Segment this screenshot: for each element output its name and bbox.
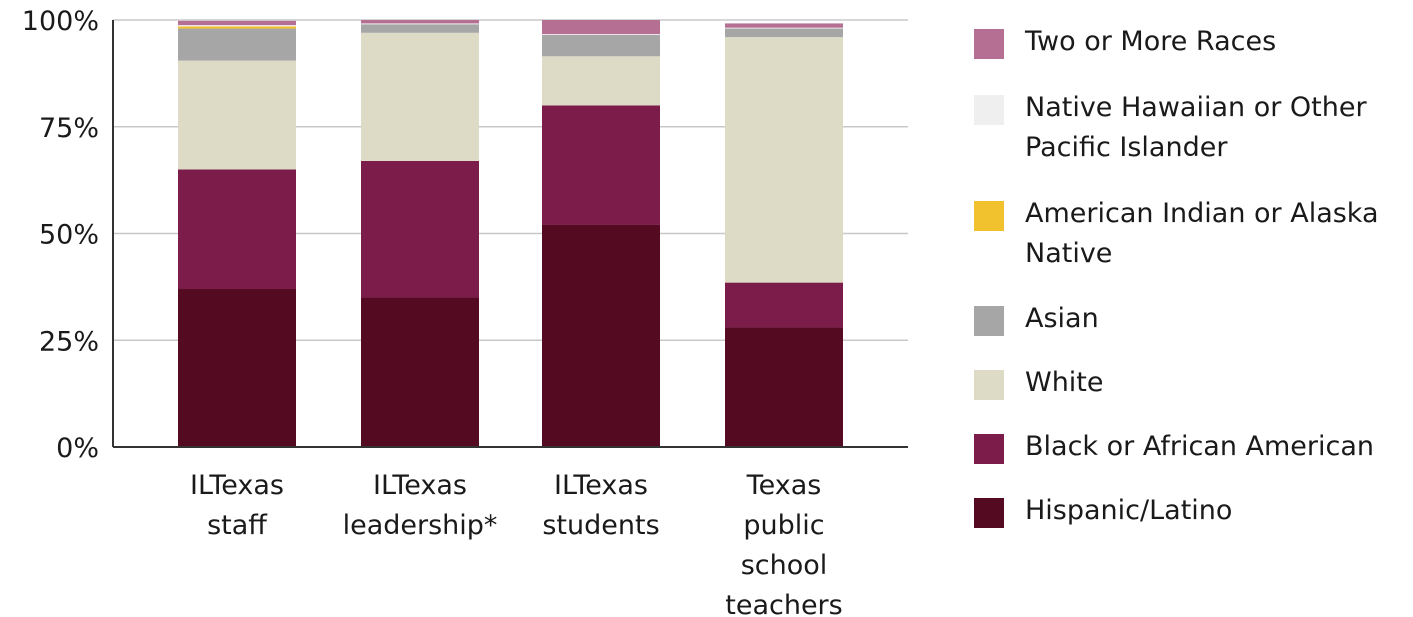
bar-segment-black-or-african-american: [361, 160, 479, 298]
legend-item: White: [974, 363, 1413, 403]
y-tick-label: 100%: [22, 6, 99, 37]
legend-label: Native Hawaiian or Other Pacific Islande…: [1025, 92, 1367, 163]
bar-segment-hispanic-latino: [178, 289, 296, 447]
bar-segment-native-hawaiian-or-other-pacific-islander: [542, 34, 660, 35]
legend-item: Two or More Races: [974, 22, 1413, 62]
bar-segment-white: [178, 60, 296, 170]
legend-swatch: [974, 434, 1004, 464]
bar-segment-hispanic-latino: [361, 297, 479, 447]
bar-segment-two-or-more-races: [725, 23, 843, 28]
legend-item: American Indian or Alaska Native: [974, 194, 1413, 274]
legend-label: White: [1025, 367, 1104, 398]
y-tick-labels: 0% 25% 50% 75% 100%: [22, 6, 99, 464]
legend-item: Native Hawaiian or Other Pacific Islande…: [974, 88, 1413, 168]
legend-item: Hispanic/Latino: [974, 491, 1413, 531]
bar-segment-white: [361, 32, 479, 161]
legend-swatch: [974, 370, 1004, 400]
legend-label: Black or African American: [1025, 431, 1375, 462]
bar-segment-black-or-african-american: [178, 169, 296, 290]
bar-segment-native-hawaiian-or-other-pacific-islander: [178, 25, 296, 27]
bar-stacks: [178, 20, 843, 447]
bar-segment-white: [542, 56, 660, 106]
x-tick-labels: ILTexas staff ILTexas leadership* ILTexas stu…: [190, 470, 843, 617]
legend-item: Asian: [974, 299, 1413, 339]
x-tick-label: ILTexas leadership*: [343, 470, 498, 541]
bar-segment-two-or-more-races: [361, 20, 479, 24]
bar-segment-hispanic-latino: [725, 327, 843, 447]
legend-label: American Indian or Alaska Native: [1025, 198, 1379, 269]
x-tick-label: Texas public school teachers: [725, 470, 842, 617]
bar-segment-native-hawaiian-or-other-pacific-islander: [361, 23, 479, 25]
bar-segment-native-hawaiian-or-other-pacific-islander: [725, 27, 843, 29]
y-tick-label: 25%: [39, 326, 99, 357]
y-tick-label: 50%: [39, 220, 99, 251]
y-tick-label: 75%: [39, 113, 99, 144]
legend-swatch: [974, 29, 1004, 59]
x-tick-label: ILTexas staff: [190, 470, 284, 541]
bar-segment-asian: [542, 34, 660, 57]
legend-label: Two or More Races: [1025, 26, 1277, 57]
bar-segment-american-indian-or-alaska-native: [178, 26, 296, 29]
legend-item: Black or African American: [974, 427, 1413, 467]
x-tick-label: ILTexas students: [542, 470, 659, 541]
y-tick-label: 0%: [56, 433, 99, 464]
bar-segment-asian: [725, 28, 843, 38]
bar-segment-hispanic-latino: [542, 224, 660, 447]
legend-swatch: [974, 201, 1004, 231]
legend-label: Asian: [1025, 303, 1099, 334]
bar-segment-black-or-african-american: [725, 282, 843, 328]
legend-label: Hispanic/Latino: [1025, 495, 1233, 526]
bar-segment-asian: [178, 28, 296, 61]
legend-swatch: [974, 95, 1004, 125]
bar-segment-asian: [361, 24, 479, 33]
bar-segment-two-or-more-races: [542, 20, 660, 35]
bar-segment-two-or-more-races: [178, 20, 296, 26]
bar-segment-white: [725, 37, 843, 283]
bar-segment-black-or-african-american: [542, 105, 660, 225]
legend-swatch: [974, 306, 1004, 336]
legend-swatch: [974, 498, 1004, 528]
